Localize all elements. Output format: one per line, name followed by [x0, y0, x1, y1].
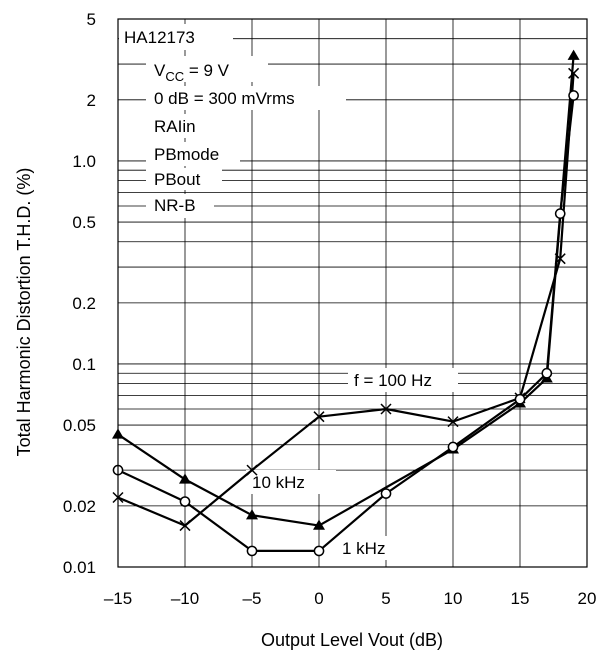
data-point-1-khz [541, 367, 553, 379]
condition-pbout: PBout [154, 170, 201, 189]
tick-labels: –15 –10 –5 0 5 10 15 20 0.01 0.02 0.05 0.1 0.2 0.5 1.0… [63, 10, 597, 608]
series-label-10khz: 10 kHz [252, 473, 305, 492]
vcc-value: = 9 V [184, 61, 230, 80]
vcc-subscript: CC [165, 69, 184, 84]
data-point-1-khz [554, 208, 566, 219]
data-point-f-100-hz [447, 416, 459, 428]
data-point-f-100-hz [179, 520, 191, 532]
y-tick-label: 0.5 [72, 213, 96, 232]
vcc-label: VCC = 9 V [154, 61, 230, 84]
x-tick-label: 5 [381, 589, 390, 608]
series-label-1khz: 1 kHz [342, 539, 385, 558]
condition-pbmode: PBmode [154, 145, 219, 164]
y-tick-label: 0.05 [63, 416, 96, 435]
data-point-1-khz [380, 488, 392, 499]
y-tick-label: 0.1 [72, 355, 96, 374]
annotation-backgrounds [119, 24, 458, 560]
device-label: HA12173 [124, 28, 195, 47]
data-point-10-khz [179, 473, 191, 484]
data-point-f-100-hz [554, 253, 566, 265]
vcc-prefix: V [154, 61, 166, 80]
condition-raiin: RAIin [154, 117, 196, 136]
x-tick-label: –10 [171, 589, 199, 608]
series-label-100hz: f = 100 Hz [354, 371, 432, 390]
x-tick-label: –15 [104, 589, 132, 608]
data-point-10-khz [313, 519, 325, 530]
series-line-f-100-hz [117, 73, 575, 527]
y-tick-label: 0.2 [72, 294, 96, 313]
annotations: HA12173 VCC = 9 V 0 dB = 300 mVrms RAIin… [124, 28, 432, 558]
data-point-f-100-hz [246, 464, 258, 476]
data-point-10-khz [567, 49, 580, 60]
data-point-1-khz [447, 441, 459, 453]
y-tick-label: 0.02 [63, 497, 96, 516]
data-point-1-khz [568, 90, 579, 101]
x-tick-label: 15 [511, 589, 530, 608]
plot-frame [117, 18, 588, 568]
y-axis-title: Total Harmonic Distortion T.H.D. (%) [14, 168, 34, 457]
data-point-1-khz [179, 496, 191, 507]
x-tick-label: 10 [444, 589, 463, 608]
x-tick-label: 20 [578, 589, 597, 608]
data-point-f-100-hz [380, 403, 392, 415]
y-tick-label: 2 [87, 91, 96, 110]
data-point-1-khz [514, 393, 526, 405]
data-point-1-khz [246, 545, 258, 557]
reference-label: 0 dB = 300 mVrms [154, 89, 295, 108]
y-tick-label: 0.01 [63, 558, 96, 577]
y-tick-label: 5 [87, 10, 96, 29]
data-point-f-100-hz [313, 411, 325, 423]
condition-nrb: NR-B [154, 196, 196, 215]
data-point-10-khz [246, 509, 258, 520]
data-point-1-khz [313, 545, 325, 557]
data-point-f-100-hz [568, 67, 580, 79]
x-tick-label: 0 [314, 589, 323, 608]
series-line-1-khz [117, 95, 575, 553]
x-axis-title: Output Level Vout (dB) [261, 630, 443, 650]
y-tick-label: 1.0 [72, 152, 96, 171]
x-tick-label: –5 [243, 589, 262, 608]
